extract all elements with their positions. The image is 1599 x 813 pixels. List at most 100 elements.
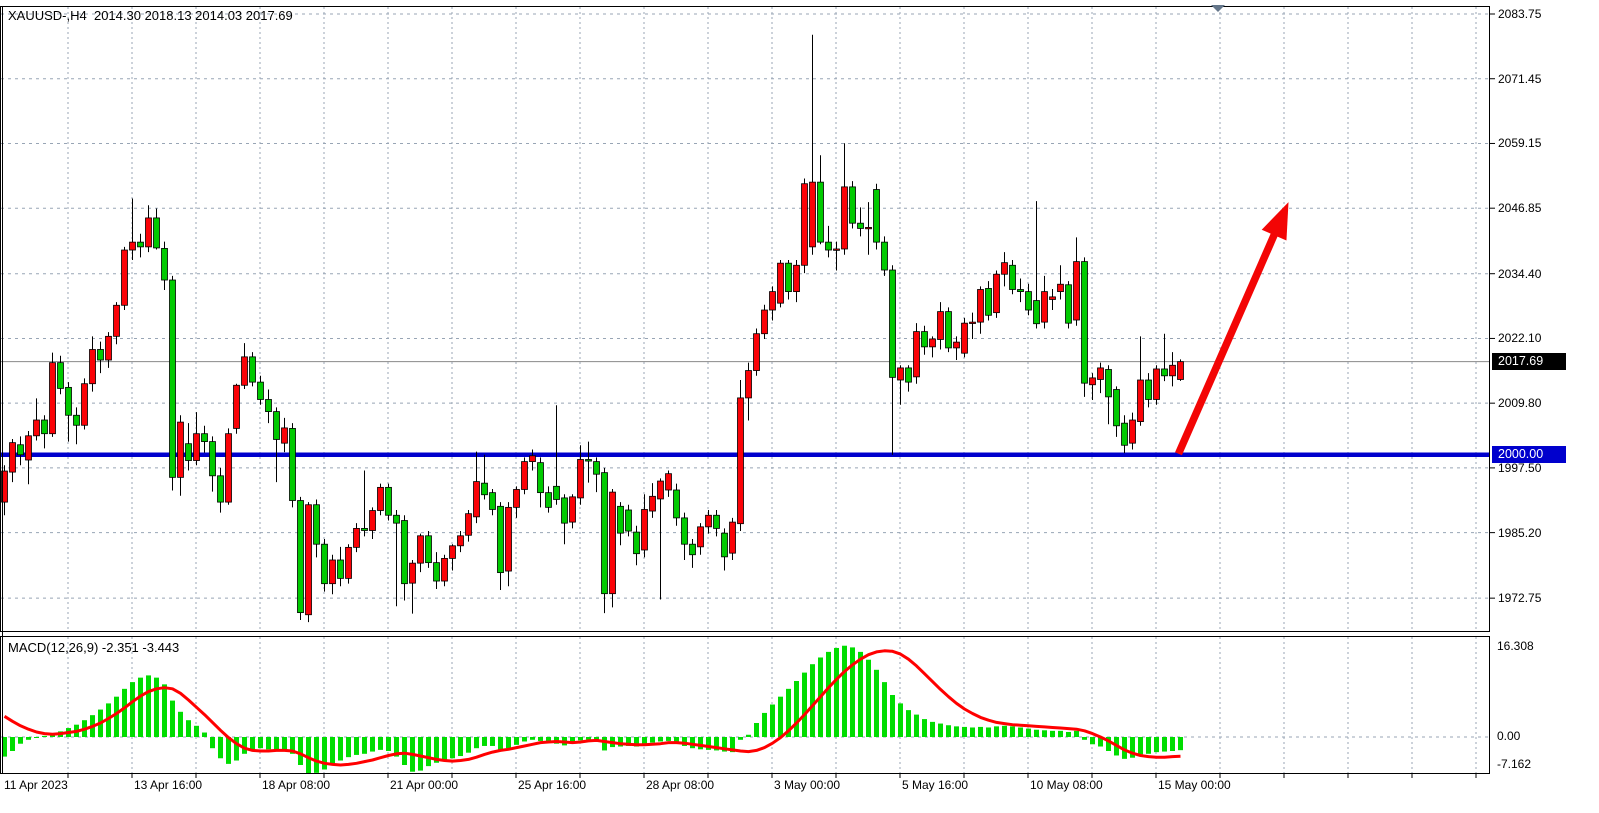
candle xyxy=(401,515,408,601)
macd-bar xyxy=(738,737,743,740)
macd-bar xyxy=(218,737,223,759)
macd-bar xyxy=(954,726,959,737)
macd-bar xyxy=(42,735,47,737)
candle xyxy=(257,375,264,405)
macd-bar xyxy=(362,737,367,754)
macd-bar xyxy=(386,737,391,751)
candle xyxy=(929,336,936,358)
macd-bar xyxy=(1042,730,1047,737)
candle xyxy=(49,352,56,437)
macd-bar xyxy=(1002,725,1007,737)
macd-bar xyxy=(250,737,255,750)
candle xyxy=(897,365,904,405)
candle xyxy=(1177,359,1184,381)
candle xyxy=(73,407,80,445)
candle xyxy=(561,494,568,545)
macd-bar xyxy=(874,669,879,737)
macd-bar xyxy=(194,725,199,737)
candle xyxy=(305,502,312,623)
macd-bar xyxy=(850,647,855,737)
candle xyxy=(881,236,888,276)
macd-bar xyxy=(986,727,991,737)
candle xyxy=(121,246,128,311)
grid-lines xyxy=(1,7,1495,778)
candle xyxy=(1009,260,1016,295)
candle xyxy=(633,525,640,566)
macd-bar xyxy=(314,737,319,773)
macd-bar xyxy=(802,672,807,737)
candle xyxy=(97,341,104,374)
candle xyxy=(393,510,400,607)
macd-bar xyxy=(786,688,791,737)
macd-bar xyxy=(690,737,695,749)
macd-bar xyxy=(1162,737,1167,752)
candle xyxy=(913,323,920,384)
candle xyxy=(641,494,648,558)
candle xyxy=(409,559,416,614)
candle xyxy=(281,417,288,453)
macd-bar xyxy=(626,737,631,746)
macd-bar xyxy=(978,726,983,737)
macd-bar xyxy=(794,681,799,737)
candle xyxy=(361,470,368,537)
macd-bar xyxy=(970,727,975,737)
macd-bar xyxy=(962,726,967,737)
macd-bar xyxy=(434,737,439,763)
macd-bar xyxy=(138,677,143,737)
candle xyxy=(1137,336,1144,426)
candle xyxy=(697,523,704,555)
candle xyxy=(921,325,928,355)
macd-bar xyxy=(18,737,23,744)
macd-bar xyxy=(154,677,159,737)
price-axis-label: 1985.20 xyxy=(1498,525,1542,540)
macd-bar xyxy=(1058,730,1063,737)
macd-signal-line xyxy=(3,649,1181,767)
candle xyxy=(1017,278,1024,303)
macd-bar xyxy=(266,737,271,750)
macd-bar xyxy=(130,682,135,737)
candle xyxy=(657,478,664,600)
candle xyxy=(321,538,328,592)
candlestick-series xyxy=(1,34,1184,623)
candle xyxy=(329,554,336,595)
macd-bar xyxy=(1170,737,1175,751)
macd-bar xyxy=(274,737,279,751)
candle xyxy=(1057,265,1064,300)
macd-bar xyxy=(370,737,375,752)
candle xyxy=(425,531,432,568)
time-axis-label: 5 May 16:00 xyxy=(902,778,969,792)
macd-axis-min-label: -7.162 xyxy=(1497,757,1532,771)
candle xyxy=(185,423,192,471)
candle xyxy=(113,302,120,345)
candle xyxy=(681,512,688,560)
macd-bar xyxy=(290,737,295,754)
candle xyxy=(217,467,224,513)
candle xyxy=(9,438,16,483)
candle xyxy=(665,470,672,497)
candle xyxy=(377,483,384,516)
macd-bar xyxy=(122,688,127,737)
candle xyxy=(521,457,528,495)
macd-bar xyxy=(482,737,487,746)
chart-symbol-ohlc-label: XAUUSD-,H4 2014.30 2018.13 2014.03 2017.… xyxy=(8,8,293,23)
candle xyxy=(1121,415,1128,454)
price-axis-label: 2083.75 xyxy=(1498,7,1542,21)
macd-bar xyxy=(754,723,759,737)
time-axis-label: 10 May 08:00 xyxy=(1030,778,1103,792)
candle xyxy=(625,504,632,537)
macd-bar xyxy=(730,737,735,753)
candle xyxy=(369,507,376,539)
candle xyxy=(33,398,40,441)
macd-bar xyxy=(1106,737,1111,751)
time-axis-label: 11 Apr 2023 xyxy=(4,778,68,792)
trend-arrow[interactable] xyxy=(1175,202,1289,456)
macd-bar xyxy=(810,664,815,737)
macd-bar xyxy=(306,737,311,773)
candle xyxy=(969,312,976,339)
price-axis-label: 2009.80 xyxy=(1498,396,1542,411)
macd-bar xyxy=(210,737,215,749)
macd-bar xyxy=(1074,730,1079,737)
time-axis-label: 15 May 00:00 xyxy=(1158,778,1231,792)
